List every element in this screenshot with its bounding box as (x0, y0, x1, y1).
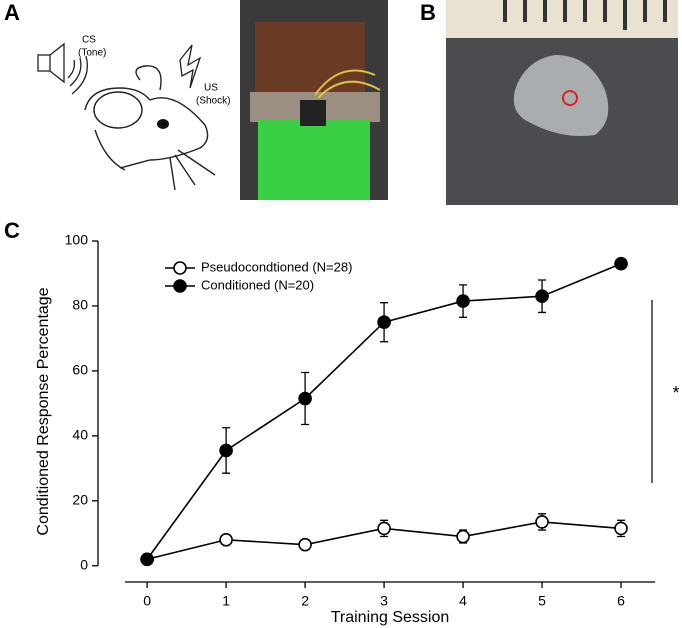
data-point (535, 515, 549, 529)
data-point (377, 521, 391, 536)
chart: 0 20 40 60 80 100 0 1 2 3 4 5 6 Training Session Condi… (35, 232, 679, 627)
us-label: US (204, 83, 218, 94)
legend-marker (173, 261, 187, 275)
y-tick-label: 40 (72, 427, 88, 443)
data-point (614, 256, 628, 271)
panel-label: B (420, 0, 436, 25)
mouse-drawing (84, 65, 216, 191)
data-point (298, 391, 312, 406)
legend-label: Conditioned (N=20) (201, 277, 314, 292)
x-tick-label: 3 (380, 593, 388, 609)
data-point (219, 443, 233, 458)
x-tick-label: 2 (301, 593, 309, 609)
cs-sub-label: (Tone) (78, 48, 106, 59)
shock-icon (179, 44, 202, 89)
apparatus-photo (240, 0, 388, 200)
data-point (456, 294, 470, 308)
mouse-eye (157, 119, 169, 129)
data-point (614, 521, 628, 536)
data-point (219, 532, 233, 547)
x-tick-label: 6 (617, 593, 625, 609)
panel-label: A (4, 0, 20, 25)
x-tick-label: 4 (459, 593, 467, 609)
tissue-photo (446, 0, 678, 205)
data-point (298, 537, 312, 552)
legend-label: Pseudocondtioned (N=28) (201, 259, 352, 274)
x-tick-label: 0 (143, 593, 151, 609)
us-sub-label: (Shock) (196, 96, 230, 107)
x-tick-label: 1 (222, 593, 230, 609)
data-point (535, 289, 549, 304)
x-tick-label: 5 (538, 593, 546, 609)
data-point (377, 315, 391, 329)
y-tick-label: 20 (72, 492, 88, 508)
significance-label: * (672, 383, 679, 403)
x-axis-label: Training Session (331, 609, 450, 626)
y-tick-label: 100 (65, 232, 89, 248)
cs-label: CS (82, 35, 96, 46)
data-point (456, 529, 470, 544)
y-axis-label: Conditioned Response Percentage (35, 287, 52, 535)
y-tick-label: 60 (72, 362, 88, 378)
panel-label: C (4, 218, 20, 243)
y-tick-label: 0 (80, 556, 88, 572)
y-tick-label: 80 (72, 297, 88, 313)
speaker-icon (37, 42, 89, 95)
data-point (140, 552, 154, 567)
legend-marker (173, 279, 187, 293)
